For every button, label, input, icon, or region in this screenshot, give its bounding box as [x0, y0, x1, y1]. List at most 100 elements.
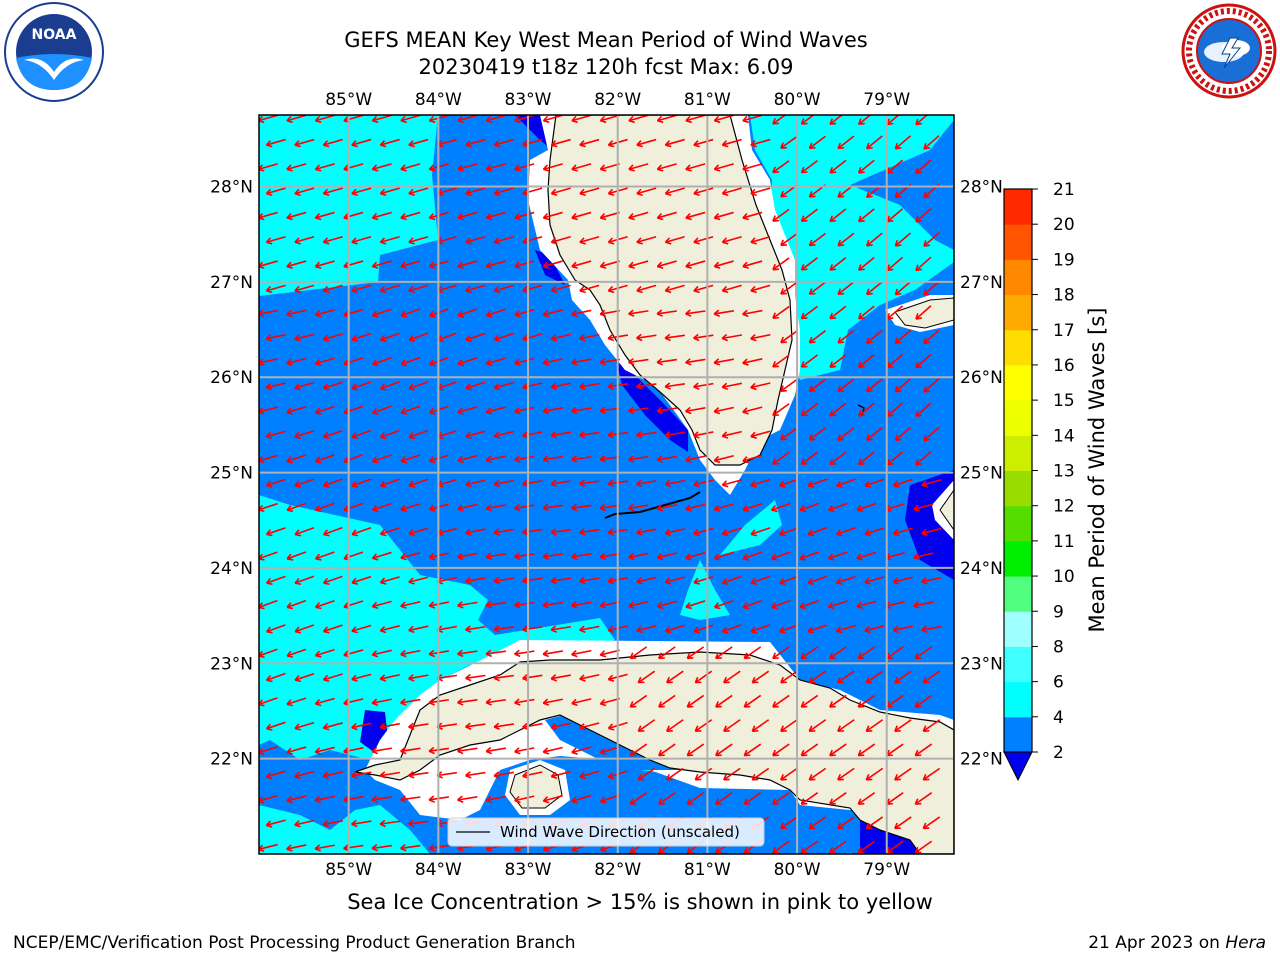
wave-vector — [571, 698, 592, 707]
wave-vector — [743, 792, 762, 805]
wave-vector — [322, 284, 343, 294]
wave-vector — [857, 743, 876, 757]
wave-vector — [322, 187, 343, 196]
wave-vector — [408, 429, 429, 440]
wave-vector — [408, 138, 429, 148]
lon-tick-top: 83°W — [505, 90, 552, 110]
wave-vector — [857, 840, 876, 854]
wave-vector — [379, 673, 400, 682]
wave-vector — [858, 208, 875, 223]
wave-vector — [780, 816, 798, 830]
wave-vector — [921, 576, 942, 585]
wave-vector — [629, 694, 648, 708]
wave-vector — [314, 795, 335, 804]
wave-vector — [778, 478, 799, 488]
wave-vector — [457, 260, 478, 269]
wave-vector — [750, 235, 771, 245]
wave-vector — [286, 260, 307, 269]
wave-vector — [664, 624, 685, 634]
wave-vector — [829, 694, 847, 708]
wave-vector — [465, 625, 486, 633]
wave-vector — [628, 211, 649, 221]
wave-vector — [829, 208, 847, 223]
wave-vector — [894, 232, 912, 247]
wave-vector — [379, 478, 400, 488]
wave-vector — [658, 743, 676, 757]
wave-vector — [808, 378, 826, 393]
wave-vector — [713, 406, 734, 415]
wave-vector — [314, 844, 335, 852]
wave-vector — [636, 528, 657, 536]
wave-vector — [800, 646, 819, 660]
wave-vector — [465, 284, 486, 294]
wave-vector — [685, 551, 706, 561]
wave-vector — [913, 601, 934, 609]
wave-vector — [294, 721, 315, 731]
lat-tick-left: 26°N — [210, 368, 253, 388]
wave-vector — [265, 333, 286, 342]
wave-vector — [550, 722, 571, 731]
wave-vector — [542, 455, 564, 463]
wave-vector — [514, 552, 535, 560]
wave-vector — [837, 816, 855, 830]
wave-vector — [713, 211, 734, 221]
wave-vector — [485, 211, 506, 221]
wave-vector — [265, 770, 286, 780]
colorbar-label: Mean Period of Wind Waves [s] — [1085, 307, 1109, 633]
wave-vector — [721, 575, 742, 585]
wave-vector — [457, 211, 478, 221]
wave-vector — [694, 719, 713, 733]
wave-vector — [780, 767, 798, 781]
wave-vector — [858, 451, 875, 466]
wave-vector — [599, 649, 620, 658]
wave-vector — [914, 792, 933, 805]
wave-vector — [351, 819, 372, 828]
wave-vector — [514, 163, 535, 172]
wave-vector — [799, 551, 820, 561]
wave-vector — [628, 406, 649, 415]
wave-vector — [693, 284, 714, 294]
wave-vector — [636, 187, 657, 196]
wave-vector — [599, 406, 621, 415]
wave-vector — [780, 330, 798, 344]
wave-vector — [808, 330, 826, 344]
wave-vector — [864, 527, 885, 537]
wave-vector — [294, 526, 315, 537]
wave-vector — [629, 792, 648, 805]
wave-vector — [542, 358, 563, 366]
colorbar-segment-18 — [1004, 259, 1032, 296]
wave-vector — [465, 381, 486, 391]
wave-vector — [772, 840, 790, 854]
wave-vector — [571, 309, 592, 318]
colorbar-tick: 19 — [1053, 250, 1075, 270]
wave-vector — [772, 792, 790, 805]
wave-vector — [286, 844, 307, 852]
wave-vector — [379, 429, 400, 440]
wave-vector — [485, 746, 506, 755]
andros-island — [939, 489, 954, 531]
nws-logo — [1181, 3, 1277, 99]
lon-tick-top: 81°W — [684, 90, 731, 110]
wave-vector — [772, 354, 790, 368]
wave-vector — [808, 719, 827, 733]
wave-vector — [658, 694, 676, 708]
colorbar-tick: 4 — [1053, 708, 1064, 728]
wave-vector — [656, 600, 677, 610]
wave-vector — [493, 284, 514, 294]
wave-vector — [664, 284, 685, 294]
wave-vector — [856, 600, 877, 610]
wave-vector — [858, 402, 875, 417]
wave-vector — [542, 211, 563, 221]
wave-vector — [550, 333, 571, 342]
wave-vector — [485, 260, 506, 269]
wave-vector — [656, 552, 677, 561]
wave-vector — [721, 527, 742, 537]
wave-vector — [923, 135, 940, 150]
wave-vector — [351, 771, 372, 779]
wave-vector — [723, 767, 741, 781]
wave-vector — [628, 115, 649, 124]
wave-vector — [322, 478, 343, 488]
wave-vector — [465, 479, 486, 488]
wave-vector — [742, 599, 763, 610]
wave-vector — [856, 502, 877, 513]
